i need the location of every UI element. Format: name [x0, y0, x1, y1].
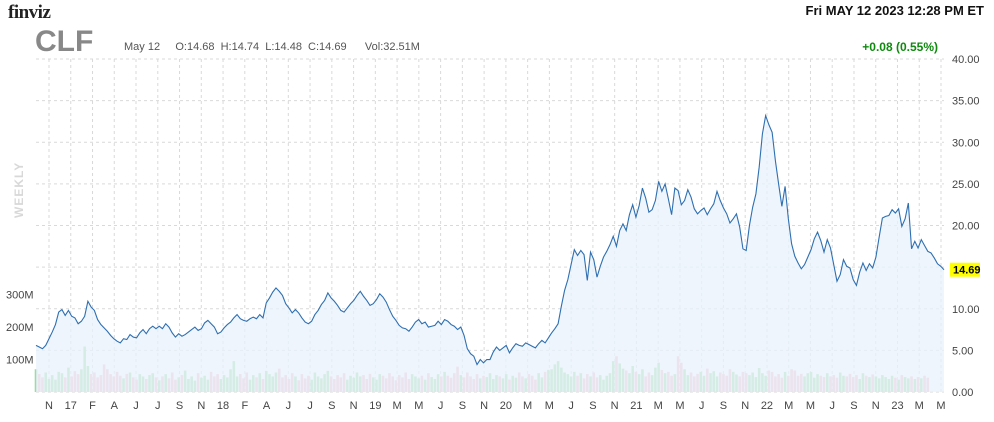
x-tick-label: A [263, 400, 271, 412]
x-tick-label: M [545, 400, 554, 412]
y-tick-label: 10.00 [952, 304, 980, 316]
x-tick-label: J [307, 400, 313, 412]
x-tick-label: J [438, 400, 444, 412]
x-tick-label: S [328, 400, 335, 412]
ticker-symbol: CLF [35, 25, 94, 58]
x-tick-label: S [459, 400, 466, 412]
x-tick-label: 21 [630, 400, 642, 412]
x-axis: N 17 F A J J S N 18 F A J J S N 19 M M J S N 20 M M J S N 21 M M J S N 22… [45, 400, 946, 412]
x-tick-label: 17 [65, 400, 77, 412]
x-tick-label: 23 [891, 400, 903, 412]
x-tick-label: N [611, 400, 619, 412]
x-tick-label: F [241, 400, 248, 412]
volume-label: 100M [6, 355, 34, 367]
x-tick-label: 19 [369, 400, 381, 412]
x-tick-label: S [720, 400, 727, 412]
x-tick-label: J [133, 400, 139, 412]
x-tick-label: A [111, 400, 119, 412]
finviz-logo[interactable]: finviz [8, 2, 51, 23]
x-tick-label: M [915, 400, 924, 412]
volume-label: 300M [6, 290, 34, 302]
x-tick-label: 18 [217, 400, 229, 412]
x-tick-label: M [936, 400, 945, 412]
x-tick-label: N [197, 400, 205, 412]
price-change: +0.08 (0.55%) [862, 40, 938, 54]
x-tick-label: J [829, 400, 835, 412]
x-tick-label: M [675, 400, 684, 412]
y-tick-label: 30.00 [952, 137, 980, 149]
ohlc-readout: May 12 O:14.68 H:14.74 L:14.48 C:14.69 V… [124, 41, 420, 53]
x-tick-label: N [480, 400, 488, 412]
x-tick-label: N [350, 400, 358, 412]
price-badge-label: 14.69 [953, 265, 981, 277]
price-badge-bg [950, 262, 980, 277]
x-tick-label: J [286, 400, 292, 412]
x-tick-label: F [89, 400, 96, 412]
x-tick-label: M [414, 400, 423, 412]
y-tick-label: 20.00 [952, 221, 980, 233]
y-tick-label: 25.00 [952, 179, 980, 191]
volume-axis: 300M 200M 100M [6, 290, 34, 367]
x-tick-label: N [872, 400, 880, 412]
x-tick-label: J [155, 400, 161, 412]
x-tick-label: S [850, 400, 857, 412]
y-tick-label: 40.00 [952, 54, 980, 66]
x-tick-label: M [654, 400, 663, 412]
volume-label: 200M [6, 322, 34, 334]
x-tick-label: 22 [761, 400, 773, 412]
y-tick-label: 0.00 [952, 387, 973, 399]
x-tick-label: J [699, 400, 705, 412]
y-tick-label: 5.00 [952, 345, 973, 357]
y-tick-label: 35.00 [952, 96, 980, 108]
x-tick-label: S [176, 400, 183, 412]
x-tick-label: J [568, 400, 574, 412]
x-tick-label: N [45, 400, 53, 412]
price-area [36, 115, 944, 393]
x-tick-label: M [806, 400, 815, 412]
y-axis: 0.005.0010.0015.0020.0025.0030.0035.0040… [952, 54, 980, 399]
x-tick-label: M [784, 400, 793, 412]
price-line [35, 113, 945, 366]
x-tick-label: S [589, 400, 596, 412]
x-tick-label: 20 [500, 400, 512, 412]
current-datetime: Fri MAY 12 2023 12:28 PM ET [805, 3, 984, 18]
x-tick-label: M [523, 400, 532, 412]
x-tick-label: N [741, 400, 749, 412]
x-tick-label: M [393, 400, 402, 412]
current-price-badge: 14.69 [950, 262, 981, 277]
